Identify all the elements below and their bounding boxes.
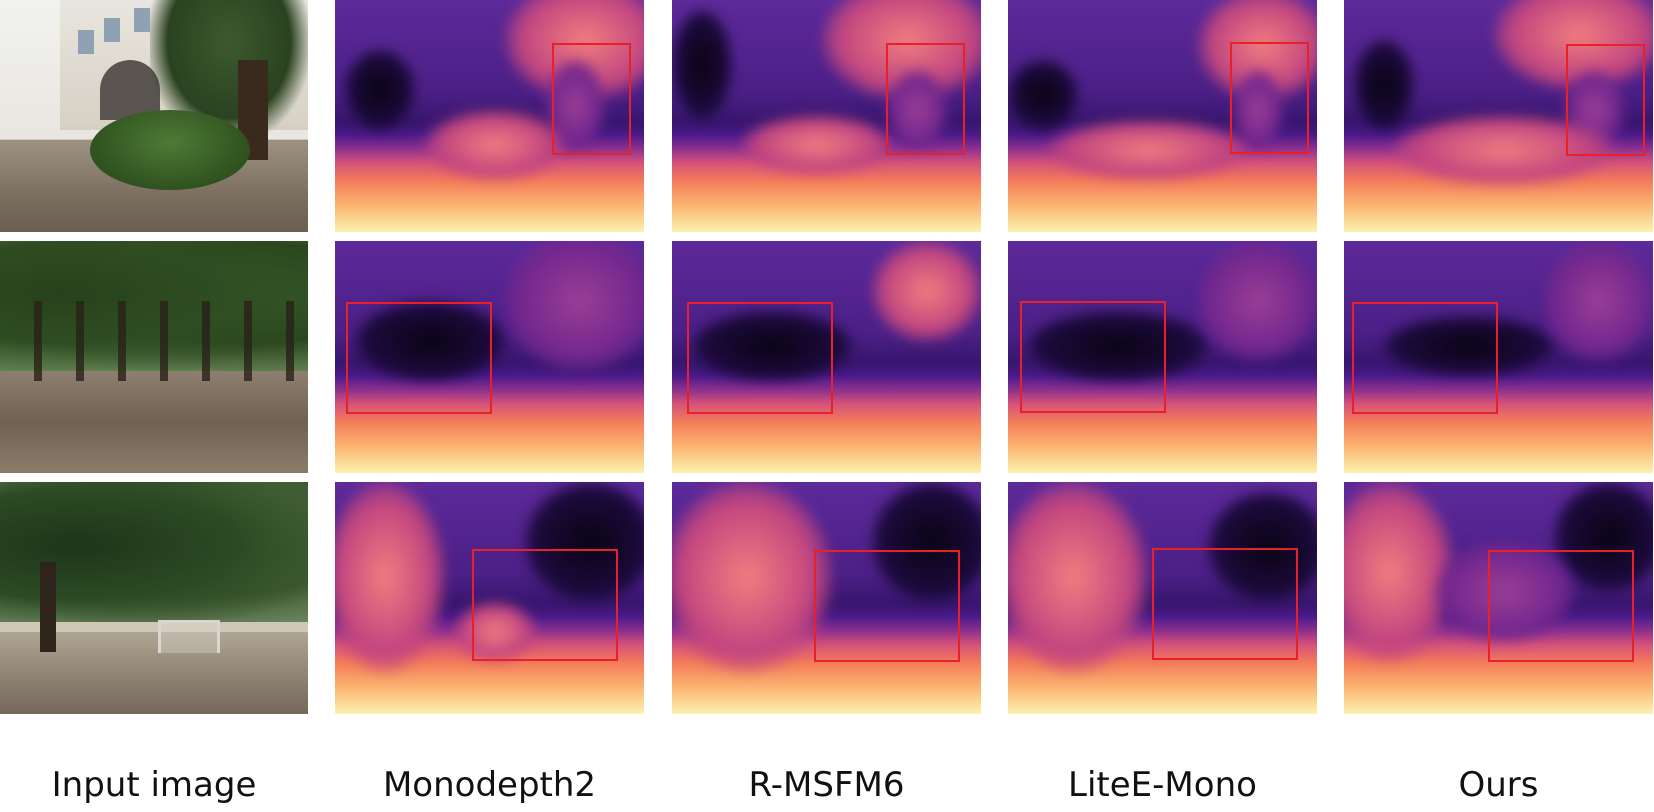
caption-r-msfm6: R-MSFM6	[748, 765, 905, 805]
depth-region	[1544, 241, 1653, 361]
highlight-box	[552, 43, 631, 155]
depth-region	[1554, 482, 1653, 592]
depth-map-rmsfm6-row1	[672, 0, 981, 232]
caption-litee-mono: LiteE-Mono	[1068, 765, 1257, 805]
depth-region	[1434, 542, 1574, 642]
depth-region	[672, 10, 732, 120]
depth-region	[355, 301, 505, 381]
highlight-box	[346, 302, 492, 414]
depth-region	[1208, 492, 1317, 602]
depth-region	[872, 482, 981, 602]
depth-map-rmsfm6-row3	[672, 482, 981, 714]
depth-region	[505, 241, 644, 371]
depth-map-monodepth2-row2	[335, 241, 644, 473]
highlight-box	[1020, 301, 1166, 413]
highlight-box	[472, 549, 618, 661]
depth-region	[455, 602, 535, 662]
depth-region	[1354, 40, 1414, 130]
highlight-box	[1152, 548, 1298, 660]
highlight-box	[1566, 44, 1645, 156]
depth-region	[1198, 241, 1317, 361]
depth-region	[692, 311, 852, 381]
photo-trunk	[40, 562, 56, 652]
photo-trunks	[0, 301, 308, 381]
photo-bench	[158, 620, 220, 653]
depth-map-litee-mono-row1	[1008, 0, 1317, 232]
depth-map-ours-row2	[1344, 241, 1653, 473]
highlight-box	[814, 550, 960, 662]
depth-region	[525, 482, 644, 602]
depth-region	[1008, 482, 1148, 672]
highlight-box	[886, 43, 965, 155]
depth-region	[1233, 70, 1283, 150]
depth-map-litee-mono-row3	[1008, 482, 1317, 714]
depth-region	[1344, 482, 1454, 662]
photo-window	[134, 8, 150, 32]
depth-region	[672, 482, 832, 672]
highlight-box	[687, 302, 833, 414]
depth-region	[887, 70, 947, 150]
input-image-row1	[0, 0, 308, 232]
depth-region	[345, 50, 415, 130]
highlight-box	[1230, 42, 1309, 154]
depth-map-ours-row1	[1344, 0, 1653, 232]
depth-region	[1008, 60, 1078, 130]
photo-window	[78, 30, 94, 54]
depth-map-monodepth2-row1	[335, 0, 644, 232]
depth-region	[742, 115, 892, 175]
depth-map-rmsfm6-row2	[672, 241, 981, 473]
depth-region	[335, 482, 445, 672]
depth-region	[1048, 120, 1248, 180]
caption-ours: Ours	[1458, 765, 1539, 805]
depth-region	[1384, 316, 1554, 376]
depth-map-monodepth2-row3	[335, 482, 644, 714]
caption-input-image: Input image	[51, 765, 257, 805]
depth-map-litee-mono-row2	[1008, 241, 1317, 473]
caption-monodepth2: Monodepth2	[382, 765, 597, 805]
highlight-box	[1488, 550, 1634, 662]
highlight-box	[1352, 302, 1498, 414]
photo-ground	[0, 371, 308, 473]
photo-window	[104, 18, 120, 42]
depth-region	[1028, 311, 1208, 381]
depth-region	[872, 241, 981, 341]
depth-map-ours-row3	[1344, 482, 1653, 714]
depth-region	[425, 110, 565, 180]
input-image-row3	[0, 482, 308, 714]
depth-region	[1394, 115, 1614, 185]
input-image-row2	[0, 241, 308, 473]
photo-bush	[90, 110, 250, 190]
